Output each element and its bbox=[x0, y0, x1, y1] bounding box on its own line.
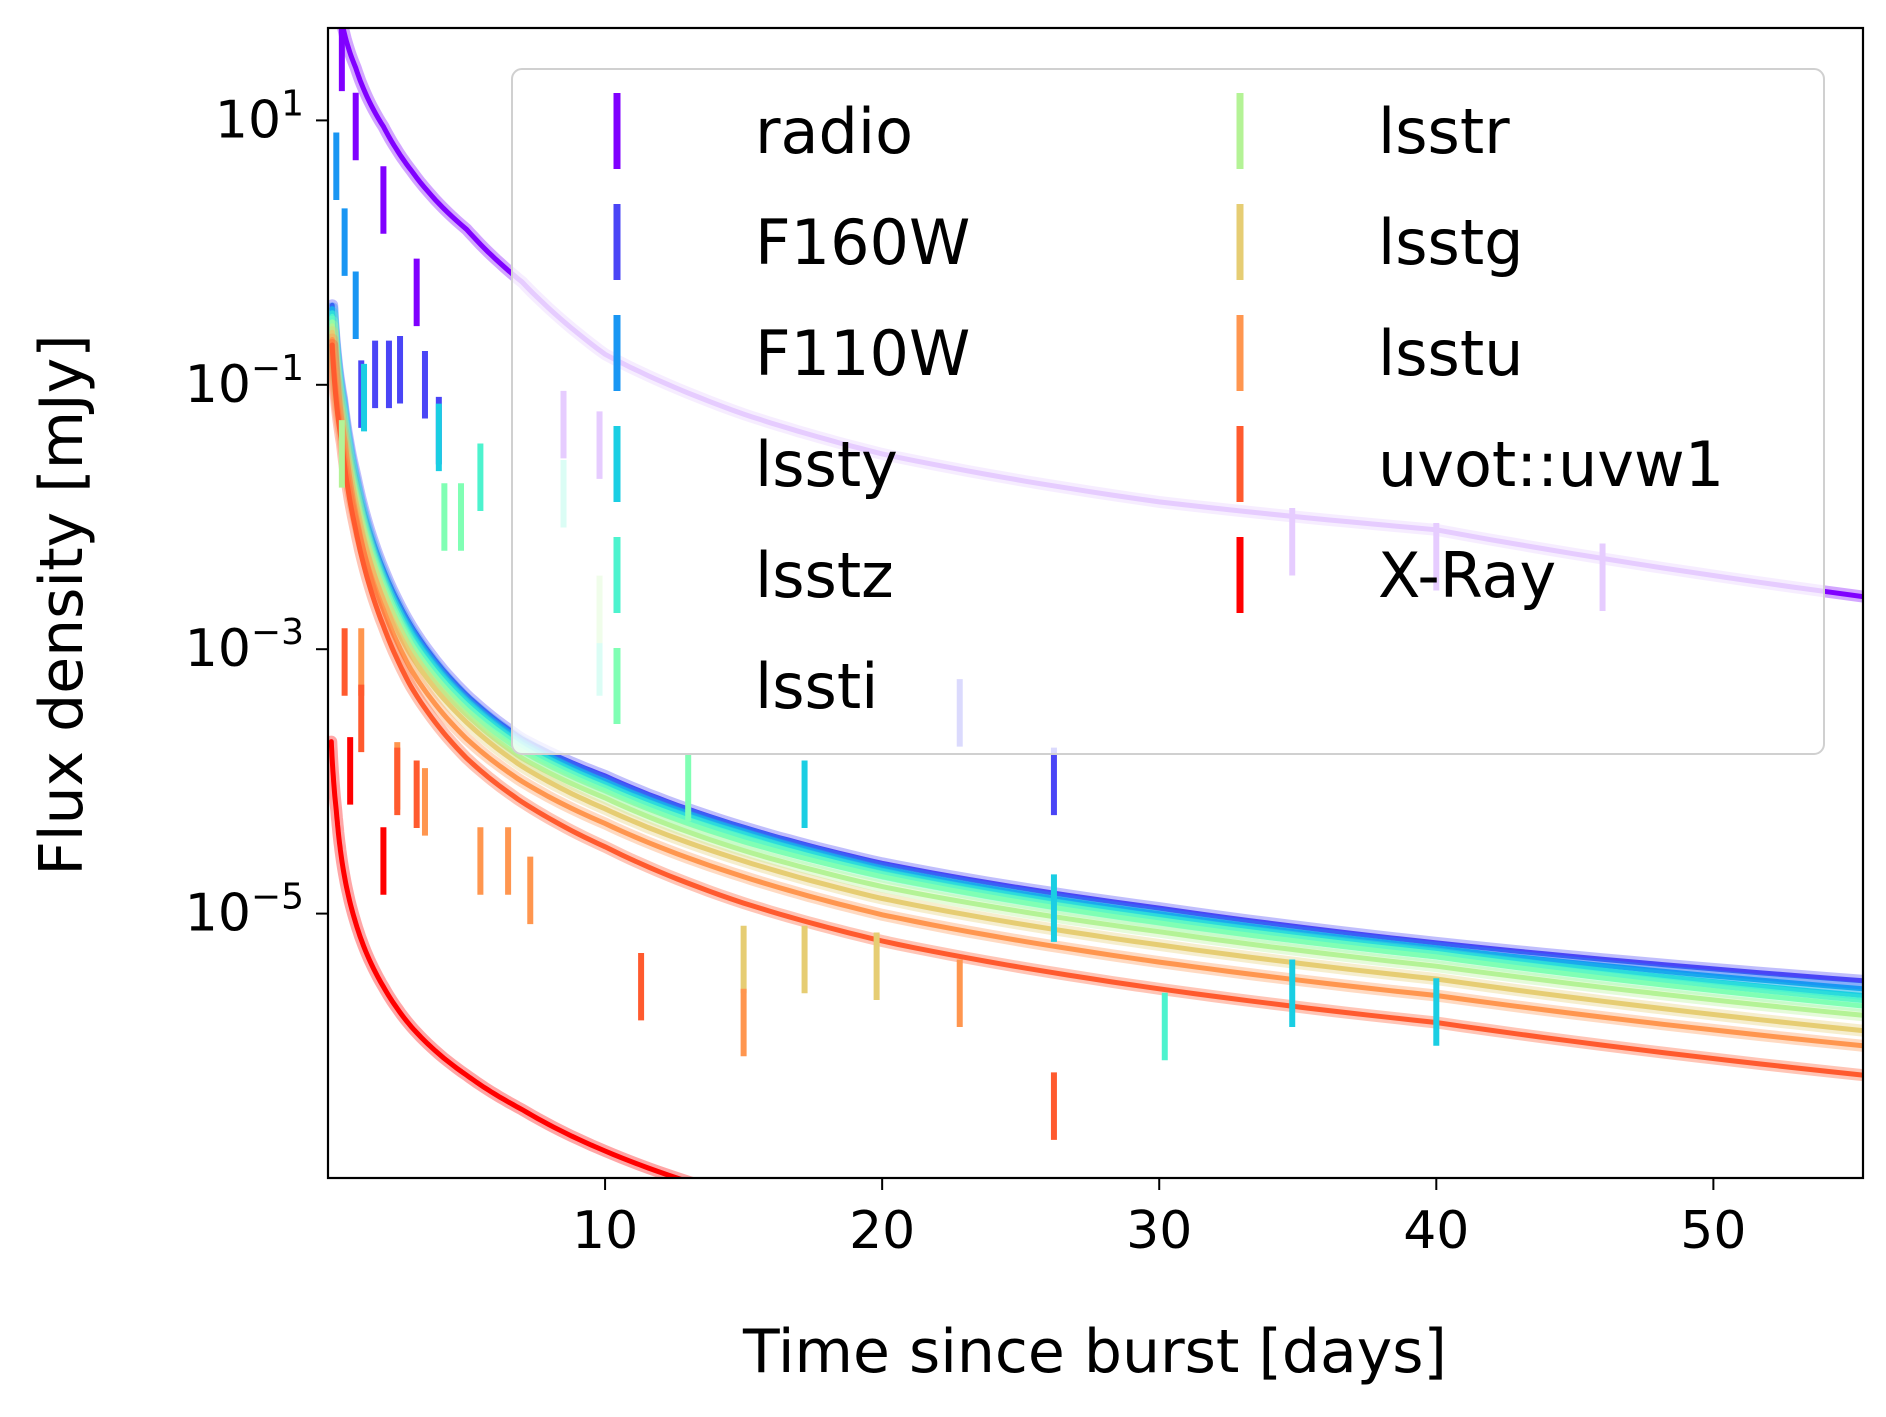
y-axis: 101 10−1 10−3 10−5 bbox=[185, 83, 328, 944]
x-axis-title: Time since burst [days] bbox=[742, 1317, 1447, 1387]
x-tick-label: 20 bbox=[849, 1201, 915, 1261]
observations bbox=[333, 28, 1606, 1140]
legend-label-radio: radio bbox=[755, 95, 913, 168]
y-axis-title: Flux density [mJy] bbox=[27, 334, 97, 875]
x-tick-label: 40 bbox=[1403, 1201, 1469, 1261]
y-tick-label: 10−1 bbox=[185, 348, 304, 415]
y-tick-label: 10−5 bbox=[185, 877, 304, 944]
legend-label-lssti: lssti bbox=[755, 650, 878, 723]
model-curve-lsstu bbox=[329, 337, 1863, 1049]
x-tick-label: 30 bbox=[1126, 1201, 1192, 1261]
y-tick-label: 10−3 bbox=[185, 612, 304, 679]
legend-label-lsstz: lsstz bbox=[755, 539, 894, 612]
x-axis: 10 20 30 40 50 bbox=[572, 1178, 1746, 1261]
legend-label-f110w: F110W bbox=[755, 317, 970, 390]
legend-label-uvot-uvw1: uvot::uvw1 bbox=[1378, 428, 1724, 501]
plot-frame bbox=[326, 26, 1865, 1180]
legend: radio F160W F110W lssty lsstz lssti lsstr lsstg… bbox=[511, 68, 1825, 755]
legend-label-lsstg: lsstg bbox=[1378, 206, 1524, 279]
legend-label-lsstu: lsstu bbox=[1378, 317, 1523, 390]
y-tick-label: 101 bbox=[215, 83, 304, 150]
legend-label-x-ray: X-Ray bbox=[1378, 539, 1556, 612]
legend-label-lssty: lssty bbox=[755, 428, 898, 501]
model-curve-uvot-uvw1 bbox=[329, 342, 1863, 1078]
x-tick-label: 50 bbox=[1680, 1201, 1746, 1261]
legend-label-lsstr: lsstr bbox=[1378, 95, 1510, 168]
model-curve-x-ray bbox=[328, 739, 685, 1178]
x-tick-label: 10 bbox=[572, 1201, 638, 1261]
legend-frame bbox=[511, 68, 1825, 755]
legend-label-f160w: F160W bbox=[755, 206, 970, 279]
